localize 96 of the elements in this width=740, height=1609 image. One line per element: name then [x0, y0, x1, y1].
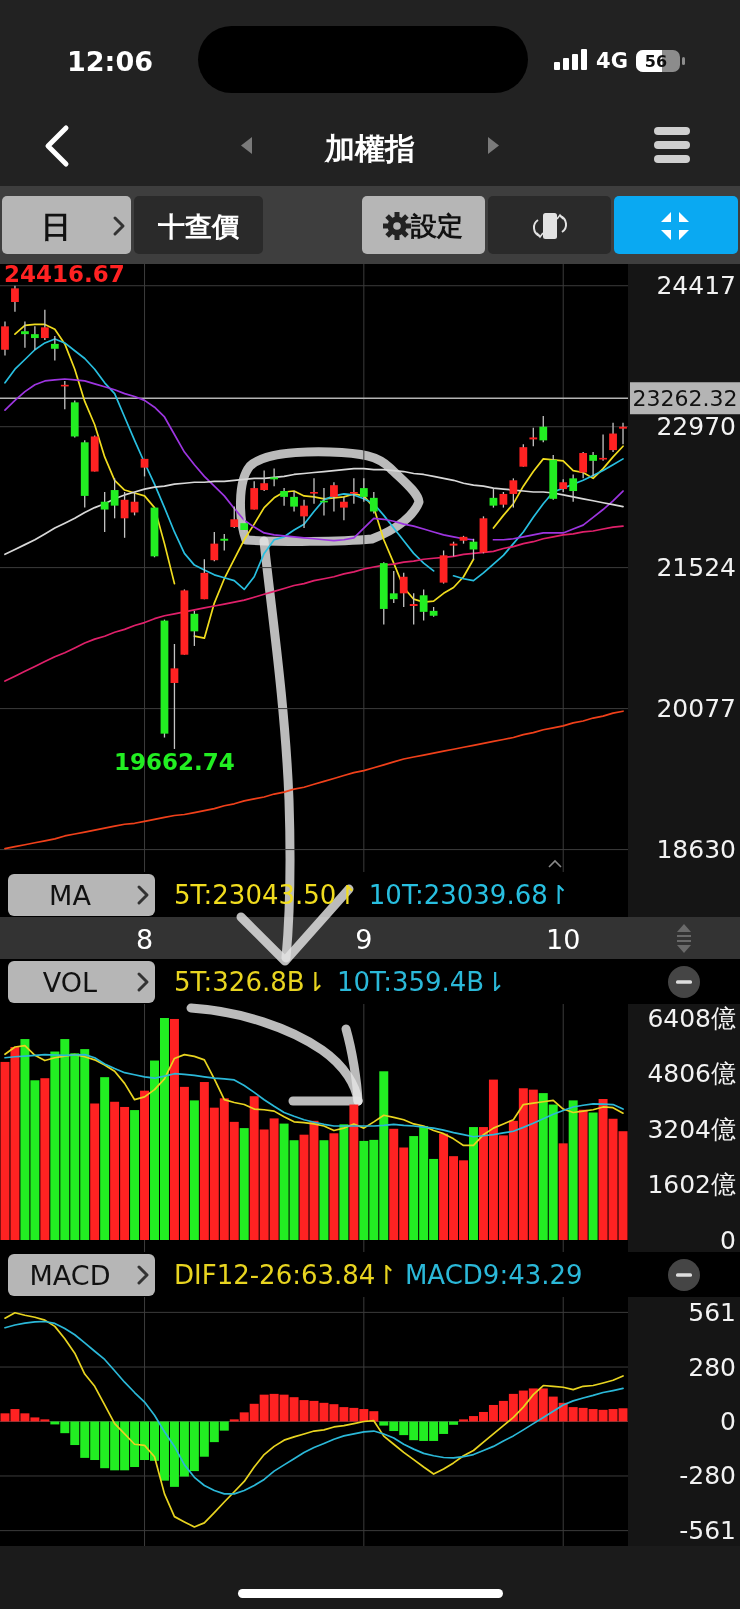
bar [588, 1112, 598, 1240]
line-series [4, 1044, 624, 1147]
bar [100, 1077, 110, 1240]
x-tick-label: 9 [355, 923, 373, 955]
text: 4G [596, 49, 628, 73]
candlestick [369, 491, 378, 515]
text: 日 [41, 208, 71, 244]
candlestick [340, 496, 348, 521]
text: DIF12-26:63.84↾ [174, 1260, 398, 1290]
bar [329, 1133, 339, 1240]
y-tick-label: 22970 [656, 412, 736, 442]
bar [40, 1078, 50, 1240]
candlestick [31, 325, 39, 351]
candlestick [589, 451, 597, 478]
candlestick [349, 477, 358, 505]
legend-title: VOL [42, 966, 98, 998]
candlestick [330, 481, 338, 513]
ref-line-label: 23262.32 [632, 385, 738, 411]
candlestick [399, 572, 408, 608]
candlestick [609, 422, 617, 453]
candlestick [489, 487, 498, 509]
bar [189, 1100, 199, 1240]
line-series [4, 1311, 624, 1528]
line-series [4, 710, 624, 850]
y-tick-label: 0 [720, 1225, 736, 1255]
bar [319, 1140, 329, 1240]
y-tick-label: 21524 [656, 553, 736, 583]
candlestick [619, 422, 627, 445]
candlestick [110, 477, 119, 519]
bar [568, 1100, 578, 1240]
y-tick-label: 20077 [656, 694, 736, 724]
line-series [4, 1053, 624, 1138]
candlestick [359, 477, 368, 503]
candlestick [389, 570, 398, 604]
y-tick-label: 24417 [656, 271, 736, 301]
y-tick-label: 280 [688, 1352, 736, 1382]
x-tick-label: 8 [135, 923, 154, 955]
candlestick [519, 443, 528, 468]
y-tick-label: 4806億 [647, 1059, 736, 1088]
candlestick [579, 451, 588, 480]
line-series [4, 467, 624, 556]
text: 設定 [410, 211, 463, 241]
line-series [4, 525, 624, 682]
x-tick-label: 10 [546, 923, 581, 955]
candlestick [409, 592, 418, 626]
text: 56 [644, 51, 668, 71]
bar [130, 1110, 140, 1240]
candlestick [419, 588, 428, 622]
annotation: 24416.67 [4, 261, 125, 287]
candlestick [190, 610, 199, 647]
bar [140, 1090, 150, 1240]
text: 10T:23039.68↾ [368, 880, 570, 910]
bar [339, 1124, 349, 1240]
candlestick [310, 477, 318, 505]
candlestick [280, 487, 288, 507]
candlestick [50, 335, 59, 362]
candlestick [21, 320, 29, 349]
candlestick [569, 473, 578, 503]
candlestick [509, 477, 518, 509]
bar [578, 1109, 588, 1240]
line-series [4, 1320, 624, 1495]
chart-title: 加權指 [324, 130, 415, 166]
text: MACD9:43.29 [404, 1260, 583, 1290]
legend-title: MACD [29, 1259, 111, 1291]
candlestick [270, 467, 279, 487]
text: 10T:359.4B⇂ [337, 967, 506, 997]
y-tick-label: -561 [679, 1516, 736, 1546]
candlestick [230, 505, 239, 529]
candlestick [11, 285, 19, 313]
candlestick [260, 469, 269, 492]
text: 十查價 [156, 210, 240, 242]
candlestick [539, 415, 548, 443]
candlestick [170, 643, 179, 750]
y-tick-label: 561 [688, 1297, 736, 1327]
candlestick [250, 480, 259, 511]
bar [558, 1143, 568, 1240]
y-tick-label: 3204億 [647, 1114, 736, 1144]
text: 5T:326.8B⇂ [174, 967, 327, 997]
candlestick [1, 320, 9, 357]
candlestick [100, 491, 109, 533]
candlestick [290, 490, 298, 513]
bar [469, 1127, 478, 1240]
legend-title: MA [49, 879, 92, 911]
y-tick-label: 18630 [656, 835, 736, 865]
bar [239, 1128, 249, 1240]
candlestick [529, 427, 538, 447]
candlestick [40, 309, 49, 341]
text: 12:06 [67, 45, 153, 77]
y-tick-label: -280 [679, 1461, 736, 1491]
bar [90, 1103, 100, 1240]
candlestick [210, 531, 219, 562]
y-tick-label: 6408億 [647, 1003, 736, 1033]
y-tick-label: 0 [720, 1407, 736, 1436]
y-tick-label: 1602億 [647, 1170, 736, 1199]
candlestick [300, 499, 308, 529]
annotation: 19662.74 [114, 748, 235, 775]
